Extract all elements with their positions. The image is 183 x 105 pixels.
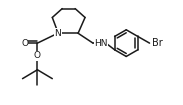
Text: O: O	[21, 39, 28, 48]
Text: HN: HN	[94, 39, 108, 48]
Text: Br: Br	[152, 38, 162, 48]
Text: O: O	[34, 51, 41, 60]
Text: N: N	[54, 29, 61, 38]
